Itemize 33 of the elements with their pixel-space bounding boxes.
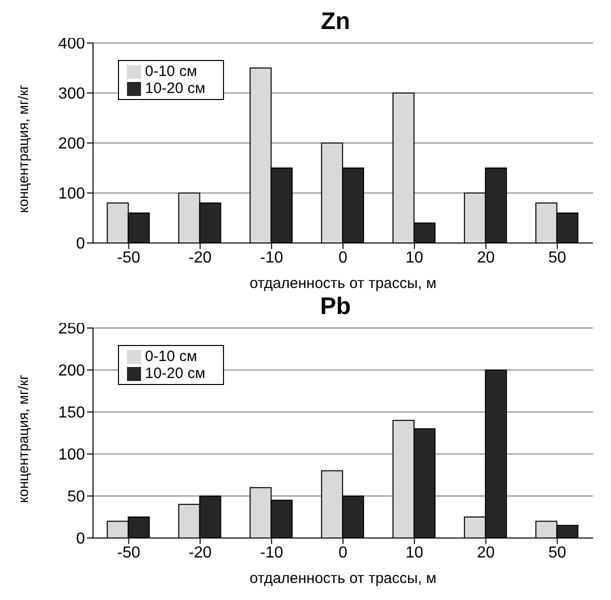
x-tick-label: 0 <box>338 544 348 562</box>
y-tick-label: 0 <box>76 236 86 253</box>
y-tick-label: 150 <box>58 404 86 422</box>
x-tick-label: 10 <box>406 249 424 266</box>
y-tick-label: 50 <box>67 488 86 506</box>
x-tick-label: -10 <box>260 249 284 266</box>
x-axis-title: отдаленность от трассы, м <box>250 570 436 587</box>
legend-label: 0-10 см <box>145 348 198 365</box>
legend-label: 10-20 см <box>145 365 206 382</box>
x-tick-label: -10 <box>260 544 284 562</box>
x-tick-label: -20 <box>188 249 212 266</box>
x-tick-label: 10 <box>406 544 424 562</box>
x-tick-label: 20 <box>476 249 495 266</box>
chart-title: Pb <box>320 293 351 320</box>
y-axis-title: концентрация, мг/кг <box>14 374 31 503</box>
x-tick-label: 50 <box>548 544 566 562</box>
legend-label: 0-10 см <box>145 63 198 80</box>
y-tick-label: 200 <box>58 136 86 153</box>
y-tick-label: 100 <box>58 186 86 203</box>
y-tick-label: 100 <box>58 446 86 464</box>
x-tick-label: -50 <box>117 249 140 266</box>
x-tick-label: 0 <box>338 249 348 266</box>
y-axis-title: концентрация, мг/кг <box>14 84 31 213</box>
y-tick-label: 300 <box>58 86 86 103</box>
x-tick-label: -20 <box>188 544 212 562</box>
x-tick-label: 50 <box>548 249 566 266</box>
legend-label: 10-20 см <box>145 80 206 97</box>
x-tick-label: -50 <box>117 544 140 562</box>
x-tick-label: 20 <box>476 544 495 562</box>
chart-title: Zn <box>320 8 350 35</box>
x-axis-title: отдаленность от трассы, м <box>250 275 436 292</box>
y-tick-label: 200 <box>58 362 86 380</box>
y-tick-label: 0 <box>76 530 86 548</box>
